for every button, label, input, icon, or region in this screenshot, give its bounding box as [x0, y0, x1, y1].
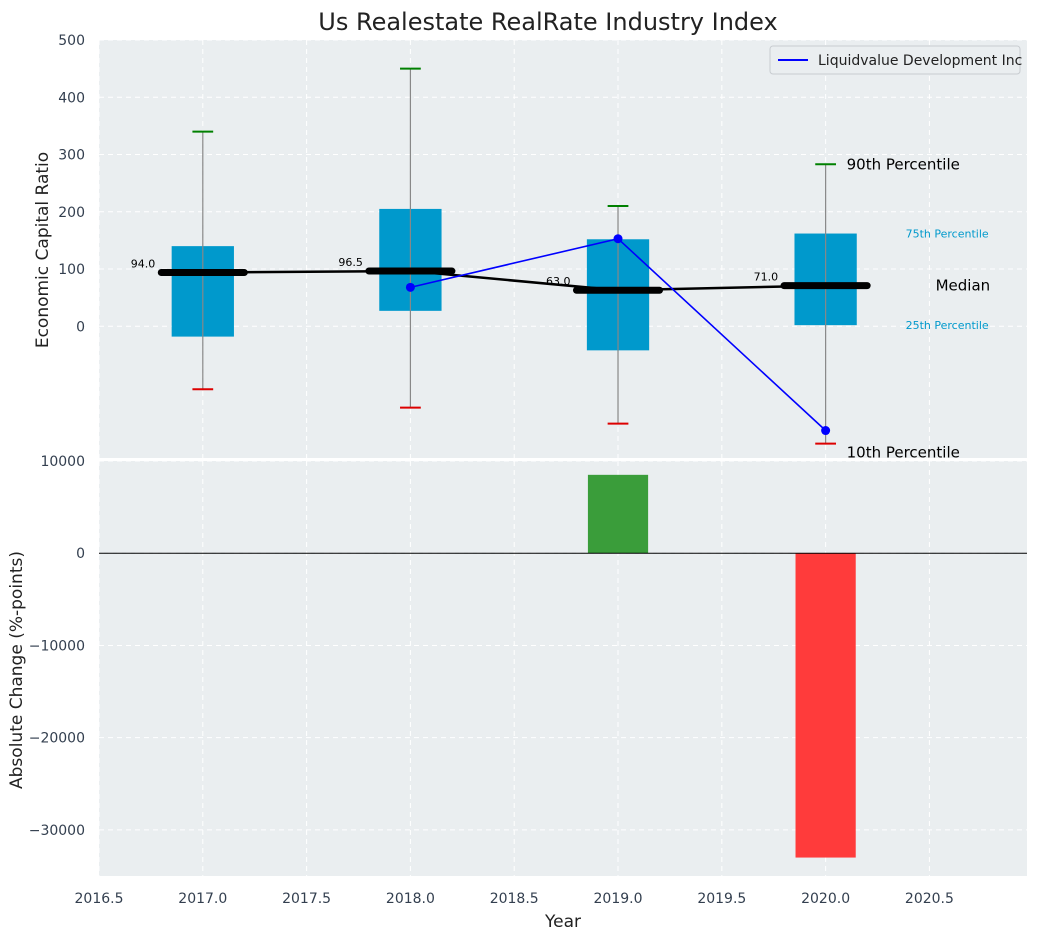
x-axis-label: Year: [544, 912, 581, 932]
top-y-axis-label: Economic Capital Ratio: [33, 152, 53, 348]
change-bar-2020: [795, 553, 856, 858]
top-y-tick-label: 300: [58, 148, 85, 164]
company-series: [405, 234, 831, 436]
change-bars: [587, 474, 856, 858]
bottom-y-tick-label: 10000: [40, 454, 85, 470]
label-10th-percentile: 10th Percentile: [847, 444, 960, 462]
median-value-label: 94.0: [131, 257, 156, 270]
x-tick-label: 2018.5: [490, 891, 539, 907]
x-tick-label: 2017.5: [282, 891, 331, 907]
bottom-y-tick-label: −30000: [29, 823, 85, 839]
bottom-y-tick-label: −20000: [29, 731, 85, 747]
change-bar-2019: [587, 474, 649, 554]
x-tick-label: 2020.0: [801, 891, 850, 907]
legend: Liquidvalue Development Inc: [769, 45, 1022, 75]
x-tick-label: 2016.5: [75, 891, 124, 907]
x-tick-label: 2020.5: [905, 891, 954, 907]
label-90th-percentile: 90th Percentile: [847, 155, 960, 173]
label-75th-percentile: 75th Percentile: [906, 228, 989, 241]
x-tick-label: 2019.0: [594, 891, 643, 907]
top-y-tick-label: 100: [58, 262, 85, 278]
bottom-plot-background: [99, 461, 1027, 876]
chart-title: Us Realestate RealRate Industry Index: [318, 8, 777, 36]
box-2020: 71.0: [754, 163, 871, 445]
x-ticks: 2016.5 2017.0 2017.5 2018.0 2018.5 2019.0 2019…: [75, 891, 954, 907]
bottom-y-tick-label: 0: [76, 546, 85, 562]
bottom-y-ticks: −30000 −20000 −10000 0 10000: [29, 454, 85, 839]
median-value-label: 71.0: [754, 271, 779, 284]
median-trend-line: [202, 269, 826, 292]
box-2018: 96.5: [338, 67, 456, 409]
median-trend: [202, 269, 826, 292]
legend-label: Liquidvalue Development Inc: [818, 53, 1022, 69]
company-point: [405, 282, 415, 292]
top-y-tick-label: 400: [58, 90, 85, 106]
top-y-ticks: 0 100 200 300 400 500: [58, 33, 85, 335]
top-y-tick-label: 0: [76, 319, 85, 335]
top-y-tick-label: 200: [58, 205, 85, 221]
x-tick-label: 2018.0: [386, 891, 435, 907]
label-25th-percentile: 25th Percentile: [906, 319, 989, 332]
x-tick-label: 2017.0: [178, 891, 227, 907]
legend-box: [769, 45, 1021, 75]
bottom-y-tick-label: −10000: [29, 638, 85, 654]
x-tick-label: 2019.5: [697, 891, 746, 907]
median-value-label: 96.5: [338, 256, 363, 269]
company-point: [613, 234, 623, 244]
percentile-annotations: 90th Percentile 75th Percentile Median 25th…: [847, 155, 991, 461]
bottom-y-axis-label: Absolute Change (%-points): [7, 551, 27, 789]
company-point: [821, 426, 831, 436]
top-plot-background: [99, 40, 1027, 458]
box-plots: 94.0 96.563.0 71.0: [131, 67, 871, 445]
top-y-tick-label: 500: [58, 33, 85, 49]
label-median: Median: [936, 277, 991, 295]
